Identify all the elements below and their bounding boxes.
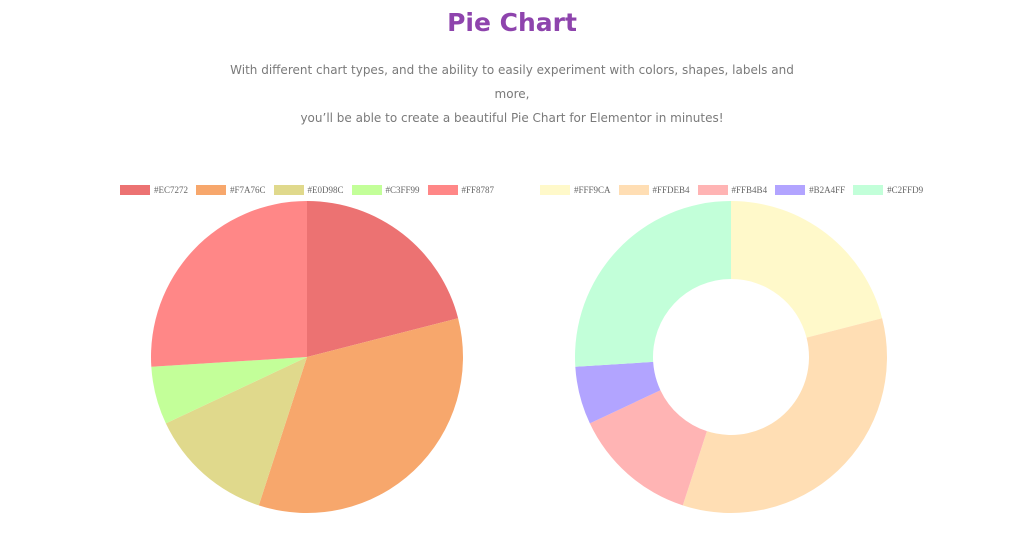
legend-item[interactable]: #EC7272 [120, 185, 188, 195]
pie-slice-ffb4b4 [589, 390, 707, 506]
pie-slice-fff9ca [731, 201, 883, 338]
legend-item[interactable]: #FFB4B4 [697, 185, 768, 195]
subtitle-line-2: you’ll be able to create a beautiful Pie… [300, 111, 724, 125]
legend-label: #E0D98C [307, 185, 344, 195]
legend-label: #C3FF99 [385, 185, 420, 195]
pie-slice-e0d98c [165, 357, 307, 506]
legend-item[interactable]: #FFDEB4 [618, 185, 690, 195]
legend-item[interactable]: #F7A76C [196, 185, 266, 195]
legend-swatch [853, 185, 884, 195]
pie-slice-ffdeb4 [682, 318, 888, 513]
legend-label: #C2FFD9 [887, 185, 924, 195]
legend-label: #F7A76C [230, 185, 266, 195]
legend-swatch [427, 185, 458, 195]
legend-item[interactable]: #B2A4FF [775, 185, 845, 195]
legend-label: #B2A4FF [809, 185, 846, 195]
subtitle-line-1: With different chart types, and the abil… [230, 63, 794, 101]
doughnut-chart-legend: #FFF9CA #FFDEB4 #FFB4B4 #B2A4FF #C2FFD9 [540, 184, 931, 196]
legend-item[interactable]: #C3FF99 [351, 185, 420, 195]
pie-slice-ec7272 [307, 201, 459, 357]
legend-swatch [540, 185, 570, 195]
page-title: Pie Chart [447, 8, 577, 37]
legend-label: #FFB4B4 [731, 185, 768, 195]
pie-slice-c2ffd9 [574, 201, 731, 367]
legend-swatch [273, 185, 304, 195]
pie-slice-ff8787 [151, 201, 307, 367]
pie-slice-c3ff99 [151, 357, 307, 424]
legend-swatch [775, 185, 806, 195]
legend-swatch [618, 185, 649, 195]
legend-swatch [697, 185, 728, 195]
pie-slice-b2a4ff [575, 361, 661, 424]
legend-item[interactable]: #E0D98C [273, 185, 344, 195]
legend-label: #FFDEB4 [652, 185, 690, 195]
legend-swatch [196, 185, 227, 195]
legend-item[interactable]: #C2FFD9 [853, 185, 923, 195]
legend-swatch [120, 185, 150, 195]
legend-item[interactable]: #FFF9CA [540, 185, 611, 195]
legend-swatch [351, 185, 382, 195]
pie-chart-legend: #EC7272 #F7A76C #E0D98C #C3FF99 #FF8787 [120, 184, 502, 196]
legend-label: #EC7272 [154, 185, 189, 195]
legend-label: #FFF9CA [574, 185, 611, 195]
legend-label: #FF8787 [461, 185, 495, 195]
legend-item[interactable]: #FF8787 [427, 185, 495, 195]
pie-slice-f7a76c [258, 318, 463, 513]
page-subtitle: With different chart types, and the abil… [212, 58, 812, 130]
